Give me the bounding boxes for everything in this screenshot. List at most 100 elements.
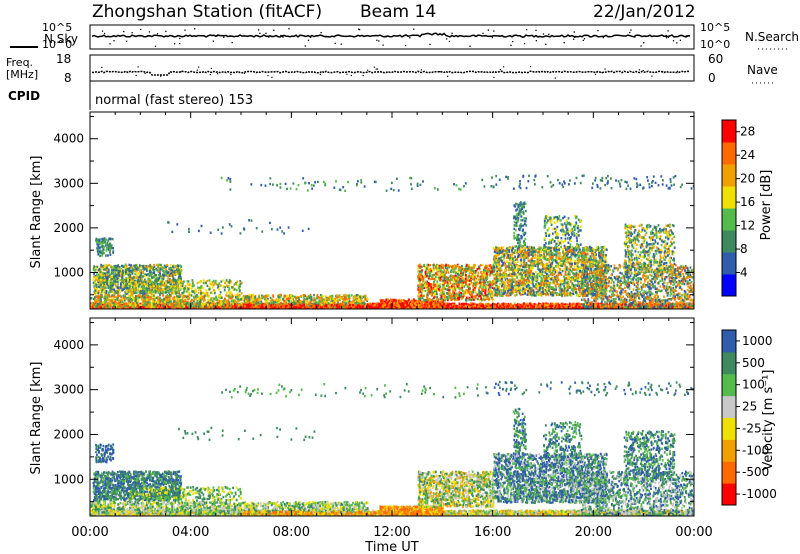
scatter-cell — [682, 304, 684, 308]
nave-point — [137, 66, 139, 68]
scatter-cell — [252, 293, 255, 297]
nsearch-point — [358, 28, 360, 30]
scatter-cell — [162, 302, 164, 306]
scatter-cell — [335, 294, 338, 297]
scatter-cell — [582, 306, 585, 309]
scatter-cell — [323, 303, 326, 306]
nsearch-point — [113, 40, 115, 42]
scatter-cell — [451, 303, 454, 307]
scatter-cell — [230, 302, 233, 305]
scatter-cell — [268, 302, 270, 305]
nsearch-point — [634, 36, 636, 38]
scatter-cell — [520, 305, 523, 308]
scatter-cell — [333, 305, 336, 309]
scatter-cell — [251, 298, 253, 302]
scatter-cell — [540, 306, 543, 309]
scatter-cell — [157, 306, 160, 309]
scatter-cell — [152, 294, 155, 297]
scatter-cell — [161, 298, 163, 302]
scatter-cell — [186, 301, 189, 305]
scatter-cell — [218, 303, 220, 307]
nave-point — [638, 69, 641, 71]
scatter-cell — [327, 298, 330, 302]
scatter-cell — [127, 273, 130, 277]
scatter-cell — [343, 301, 346, 304]
scatter-cell — [246, 295, 249, 298]
scatter-cell — [317, 303, 320, 306]
nsky-line — [91, 32, 691, 38]
scatter-cell — [513, 305, 516, 308]
nsearch-point — [676, 42, 678, 44]
scatter-cell — [319, 300, 322, 303]
scatter-cell — [543, 304, 546, 307]
cpid-label: CPID — [8, 89, 40, 103]
scatter-cell — [468, 305, 470, 308]
nsearch-point — [212, 40, 215, 42]
scatter-cell — [99, 265, 102, 269]
scatter-cell — [176, 272, 179, 275]
scatter-cell — [225, 300, 228, 304]
scatter-cell — [523, 305, 526, 308]
nsearch-point — [525, 29, 528, 31]
scatter-cell — [512, 306, 515, 309]
scatter-cell — [620, 303, 623, 306]
scatter-cell — [142, 294, 145, 297]
scatter-cell — [199, 301, 201, 304]
scatter-cell — [686, 305, 689, 309]
nave-point — [651, 75, 653, 77]
nave-point — [604, 68, 606, 70]
scatter-cell — [132, 298, 135, 301]
scatter-cell — [269, 301, 272, 305]
scatter-cell — [215, 296, 218, 299]
scatter-cell — [185, 305, 188, 308]
nsearch-point — [257, 29, 260, 31]
scatter-cell — [134, 299, 137, 303]
scatter-cell — [121, 307, 123, 309]
scatter-cell — [254, 295, 256, 299]
scatter-cell — [139, 266, 142, 269]
scatter-cell — [249, 305, 252, 309]
scatter-cell — [597, 302, 600, 305]
scatter-cell — [241, 306, 243, 309]
scatter-cell — [354, 296, 357, 299]
scatter-cell — [474, 304, 477, 308]
scatter-cell — [207, 303, 209, 307]
scatter-cell — [123, 265, 126, 268]
scatter-cell — [281, 305, 284, 309]
scatter-cell — [291, 297, 294, 300]
scatter-cell — [306, 297, 308, 300]
nsearch-point — [640, 45, 642, 47]
scatter-cell — [283, 296, 286, 299]
scatter-cell — [542, 302, 544, 305]
scatter-cell — [455, 304, 458, 307]
scatter-cell — [554, 302, 557, 305]
scatter-cell — [155, 296, 158, 300]
nsearch-point — [346, 35, 348, 37]
scatter-cell — [609, 302, 611, 306]
scatter-cell — [167, 298, 170, 301]
date-label: 22/Jan/2012 — [593, 2, 696, 22]
scatter-cell — [243, 301, 246, 304]
scatter-cell — [445, 302, 447, 305]
scatter-cell — [112, 301, 114, 305]
scatter-cell — [356, 299, 359, 302]
scatter-cell — [102, 301, 105, 304]
scatter-cell — [235, 296, 237, 299]
nave-point — [144, 72, 146, 75]
nave-tick-top: 60 — [708, 52, 723, 66]
scatter-cell — [100, 298, 102, 301]
scatter-cell — [291, 294, 294, 297]
scatter-cell — [452, 305, 455, 308]
scatter-cell — [288, 296, 291, 299]
scatter-cell — [121, 300, 124, 304]
scatter-cell — [191, 301, 194, 305]
scatter-cell — [458, 302, 461, 306]
scatter-cell — [547, 306, 550, 309]
scatter-cell — [243, 294, 246, 298]
scatter-cell — [113, 307, 116, 309]
nave-point — [676, 70, 679, 72]
scatter-cell — [130, 294, 132, 297]
scatter-cell — [358, 297, 361, 300]
scatter-cell — [517, 303, 520, 306]
scatter-cell — [442, 303, 445, 306]
